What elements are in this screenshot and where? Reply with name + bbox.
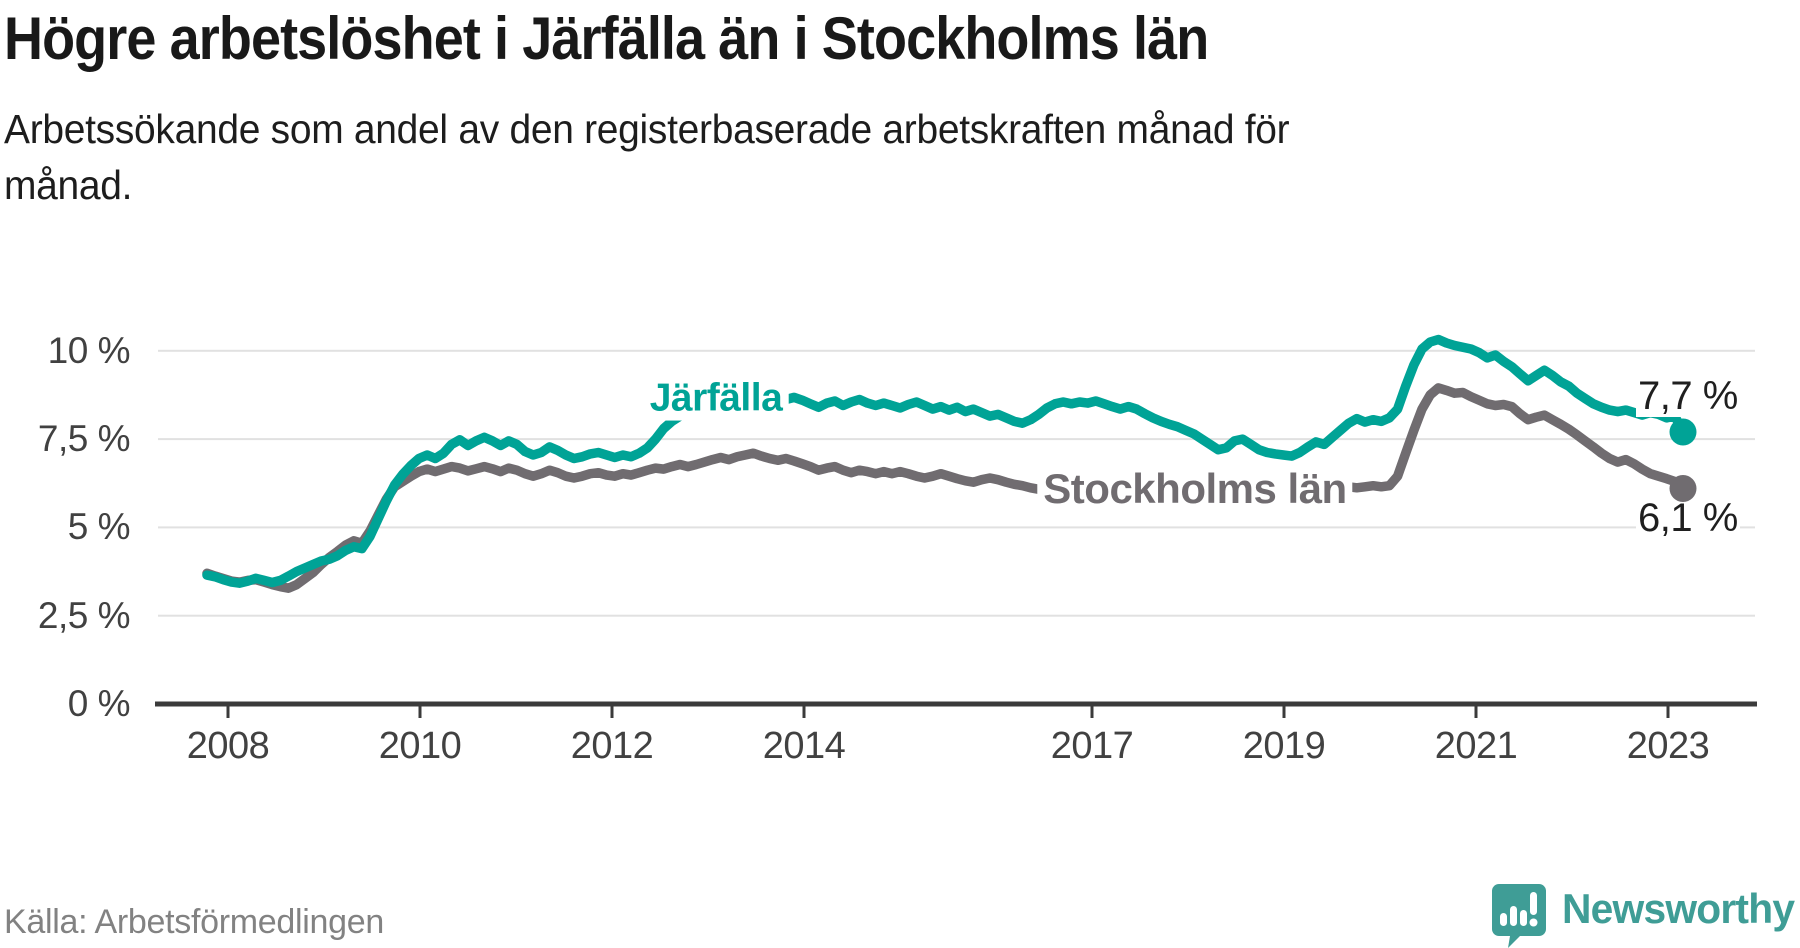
newsworthy-wordmark: Newsworthy (1562, 885, 1795, 932)
y-axis-tick-label: 7,5 % (37, 418, 131, 460)
x-axis-tick-label: 2010 (378, 725, 462, 767)
stockholm-end-value: 6,1 % (1636, 495, 1740, 540)
y-axis-tick-label: 10 % (47, 329, 131, 371)
jarfalla-line (202, 334, 1688, 588)
gridline (158, 349, 1755, 352)
x-axis-tick (1474, 704, 1478, 718)
newsworthy-brand: Newsworthy (1490, 882, 1800, 948)
x-axis-tick (1090, 704, 1094, 718)
x-axis-tick (610, 704, 614, 718)
chart-title: Högre arbetslöshet i Järfälla än i Stock… (4, 5, 1209, 72)
x-axis-tick (1282, 704, 1286, 718)
x-axis-tick-label: 2014 (762, 725, 846, 767)
stockholm-series-label: Stockholms län (1037, 465, 1353, 513)
x-axis-tick (802, 704, 806, 718)
jarfalla-end-value: 7,7 % (1636, 374, 1740, 419)
x-axis-tick-label: 2017 (1050, 725, 1134, 767)
x-axis-tick-label: 2021 (1434, 725, 1518, 767)
y-axis-tick-label: 5 % (67, 506, 131, 548)
gridline (158, 438, 1755, 441)
source-credit: Källa: Arbetsförmedlingen (4, 903, 384, 941)
newsworthy-logo-icon (1492, 884, 1546, 948)
y-axis-tick-label: 2,5 % (37, 594, 131, 636)
x-axis-tick (226, 704, 230, 718)
x-axis-tick (1666, 704, 1670, 718)
chart-subtitle: Arbetssökande som andel av den registerb… (4, 106, 1290, 208)
gridline (158, 614, 1755, 617)
x-axis-line (155, 701, 1757, 707)
x-axis-tick-label: 2008 (186, 725, 270, 767)
stockholm-line (202, 383, 1688, 593)
jarfalla-series-label: Järfälla (643, 377, 789, 421)
gridline (158, 526, 1755, 529)
y-axis-tick-label: 0 % (67, 683, 131, 724)
x-axis-tick-label: 2019 (1242, 725, 1326, 767)
x-axis-tick-label: 2012 (570, 725, 654, 767)
x-axis-tick (418, 704, 422, 718)
x-axis-tick-label: 2023 (1626, 725, 1710, 767)
